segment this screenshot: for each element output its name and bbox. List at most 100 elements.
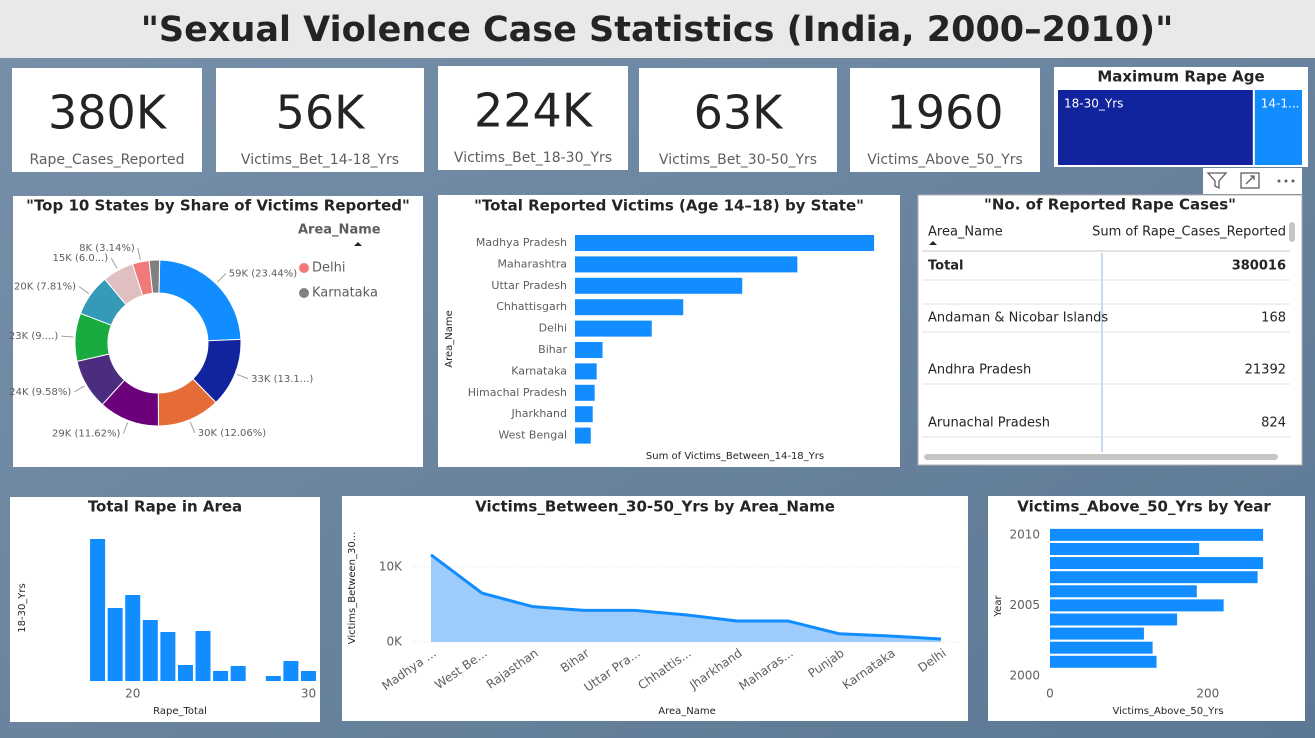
- kpi-label: Victims_Bet_14-18_Yrs: [241, 152, 399, 168]
- leader-line: [189, 421, 196, 433]
- leader-line: [110, 257, 118, 269]
- y-tick-label: Chhattisgarh: [496, 300, 567, 313]
- x-axis-label: Victims_Above_50_Yrs: [1112, 706, 1223, 717]
- bar: [1050, 542, 1200, 555]
- bar: [575, 235, 875, 251]
- y-tick-label: 2005: [1009, 598, 1040, 612]
- kpi-value: 63K: [694, 86, 785, 140]
- leader-line: [236, 373, 249, 380]
- tile-label: 14-1...: [1261, 97, 1300, 111]
- kpi-label: Victims_Bet_30-50_Yrs: [659, 152, 817, 168]
- x-axis-label: Rape_Total: [153, 706, 207, 717]
- bar: [1050, 613, 1178, 626]
- table-scrollbar[interactable]: [1289, 222, 1295, 242]
- x-tick-label: 0: [1046, 687, 1054, 701]
- tile-label: 18-30_Yrs: [1064, 97, 1123, 111]
- data-label: 29K (11.62%): [52, 429, 120, 440]
- y-tick-label: Bihar: [538, 343, 567, 356]
- bar: [1050, 585, 1197, 598]
- bar: [1050, 627, 1144, 640]
- kpi-value: 380K: [48, 86, 168, 140]
- title-banner: [0, 0, 1315, 58]
- column-header: Area_Name: [928, 225, 1003, 240]
- bar: [575, 320, 652, 337]
- table-title: "No. of Reported Rape Cases": [984, 196, 1236, 214]
- y-tick-label: 0K: [386, 635, 403, 649]
- x-tick-label: 20: [125, 687, 140, 701]
- y-tick-label: Uttar Pradesh: [491, 279, 567, 292]
- column-panel: [10, 497, 320, 722]
- data-label: 23K (9....): [9, 331, 58, 342]
- table-cell: Andhra Pradesh: [928, 363, 1031, 378]
- table-cell: 21392: [1245, 363, 1286, 378]
- bar: [142, 620, 158, 681]
- leader-line: [137, 248, 141, 260]
- bar: [160, 632, 176, 681]
- leader-line: [74, 385, 85, 393]
- treemap-tile: [1254, 90, 1302, 165]
- bar: [1050, 655, 1157, 668]
- bar: [1050, 528, 1264, 541]
- bar: [575, 256, 798, 273]
- kpi-card: [850, 68, 1040, 172]
- bar: [230, 666, 246, 681]
- y-tick-label: 10K: [379, 559, 403, 573]
- y-tick-label: West Bengal: [498, 429, 567, 442]
- treemap-tile: [1058, 90, 1253, 165]
- y-tick-label: 2000: [1009, 668, 1040, 682]
- bar: [195, 631, 211, 681]
- y-tick-label: Karnataka: [511, 364, 567, 377]
- visual-header: [1203, 168, 1302, 194]
- chart-title: Maximum Rape Age: [1097, 68, 1264, 86]
- y-axis-label: Year: [993, 595, 1004, 618]
- table-cell: 168: [1261, 311, 1286, 326]
- table-cell: 380016: [1232, 259, 1286, 274]
- table-cell: Andaman & Nicobar Islands: [928, 311, 1108, 326]
- chart-title: Total Rape in Area: [88, 498, 242, 516]
- data-label: 20K (7.81%): [14, 282, 76, 293]
- bar: [575, 384, 595, 401]
- y-tick-label: Madhya Pradesh: [476, 236, 567, 249]
- bar: [177, 665, 193, 681]
- table-scrollbar[interactable]: [924, 454, 1278, 460]
- area-fill: [431, 554, 941, 642]
- bar: [213, 671, 229, 681]
- more-options-icon[interactable]: [1277, 179, 1295, 183]
- bar: [265, 676, 281, 681]
- x-tick-label: 200: [1196, 687, 1219, 701]
- data-label: 59K (23.44%): [229, 269, 297, 280]
- kpi-value: 224K: [474, 84, 594, 138]
- chart-title: Victims_Above_50_Yrs by Year: [1017, 498, 1271, 516]
- chart-title: "Top 10 States by Share of Victims Repor…: [26, 197, 410, 215]
- y-axis-label: Victims_Between_30...: [347, 532, 358, 645]
- bar: [1050, 571, 1258, 584]
- kpi-value: 56K: [276, 86, 367, 140]
- bar: [125, 595, 141, 681]
- y-axis-label: 18-30_Yrs: [17, 583, 28, 633]
- leader-line: [61, 335, 74, 338]
- legend-label: Delhi: [312, 261, 345, 276]
- bar: [300, 671, 316, 681]
- column-header: Sum of Rape_Cases_Reported: [1092, 225, 1286, 240]
- legend-sort: [354, 242, 362, 246]
- table-panel: [917, 194, 1303, 466]
- bar: [283, 661, 299, 681]
- bar: [575, 277, 743, 294]
- leader-line: [217, 273, 227, 283]
- data-label: 30K (12.06%): [198, 428, 266, 439]
- legend-marker: [299, 288, 309, 298]
- x-tick-label: 30: [301, 687, 316, 701]
- bar: [575, 299, 684, 316]
- y-tick-label: Himachal Pradesh: [468, 386, 567, 399]
- filter-icon[interactable]: [1206, 172, 1228, 190]
- kpi-card: [438, 66, 628, 170]
- data-label: 33K (13.1...): [251, 374, 313, 385]
- dashboard-title: "Sexual Violence Case Statistics (India,…: [141, 10, 1174, 50]
- kpi-value: 1960: [886, 86, 1003, 140]
- legend-title: Area_Name: [298, 223, 381, 238]
- table-cell: Arunachal Pradesh: [928, 416, 1050, 431]
- bar: [575, 363, 597, 380]
- bar: [575, 342, 603, 358]
- focus-mode-icon[interactable]: [1240, 172, 1260, 189]
